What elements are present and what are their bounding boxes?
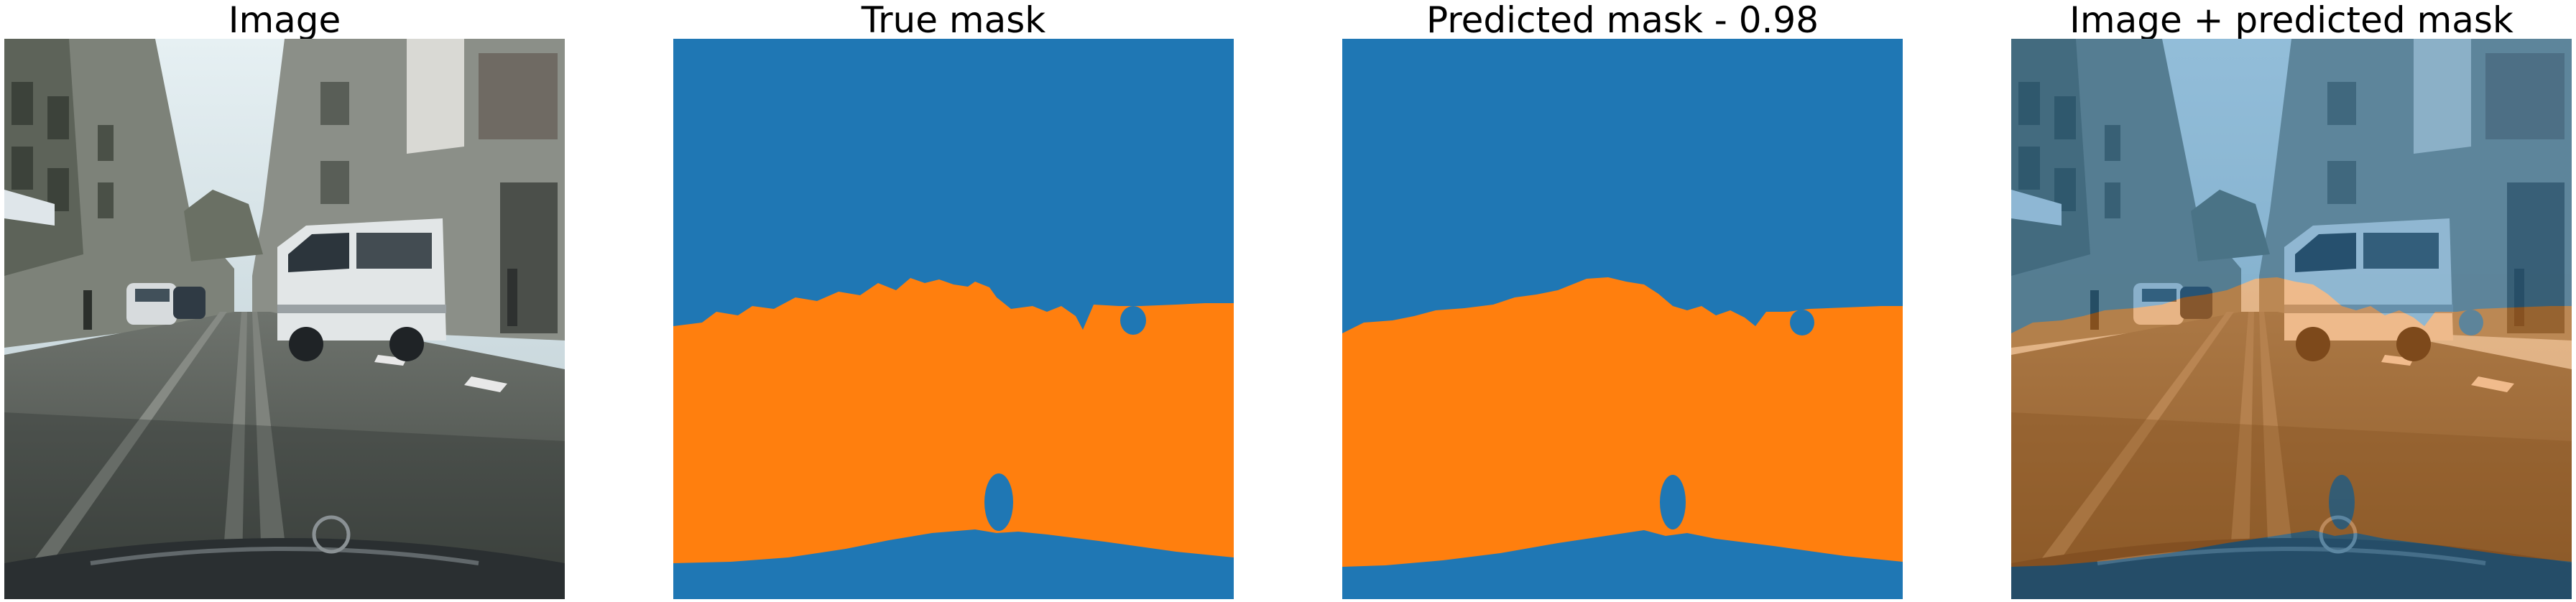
predicted-mask-plot [1342,39,1903,599]
panel-title: Predicted mask - 0.98 [1426,0,1819,41]
overlay-image [2011,39,2572,599]
panel-true-mask: True mask [673,0,1234,602]
overlay-plot [2011,39,2572,599]
panel-image: Image [4,0,565,602]
street-scene-image [4,39,565,599]
panel-title: True mask [861,0,1046,41]
panel-title: Image + predicted mask [2069,0,2513,41]
true-mask-image [673,39,1234,599]
true-mask-plot [673,39,1234,599]
panel-predicted-mask: Predicted mask - 0.98 [1342,0,1903,602]
panel-title: Image [228,0,341,41]
street-photo [4,39,565,599]
predicted-mask-image [1342,39,1903,599]
panel-overlay: Image + predicted mask [2011,0,2572,602]
